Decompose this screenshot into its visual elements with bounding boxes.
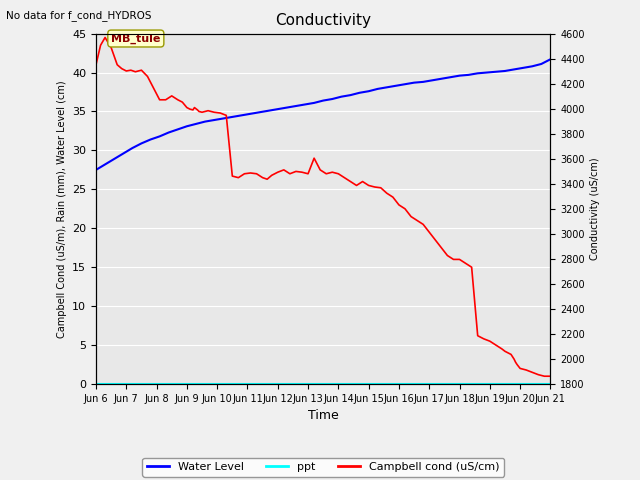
Y-axis label: Conductivity (uS/cm): Conductivity (uS/cm): [591, 157, 600, 260]
Title: Conductivity: Conductivity: [275, 13, 371, 28]
X-axis label: Time: Time: [308, 409, 339, 422]
Legend: Water Level, ppt, Campbell cond (uS/cm): Water Level, ppt, Campbell cond (uS/cm): [143, 457, 504, 477]
Y-axis label: Campbell Cond (uS/m), Rain (mm), Water Level (cm): Campbell Cond (uS/m), Rain (mm), Water L…: [56, 80, 67, 337]
Text: MB_tule: MB_tule: [111, 34, 161, 44]
Text: No data for f_cond_HYDROS: No data for f_cond_HYDROS: [6, 10, 152, 21]
